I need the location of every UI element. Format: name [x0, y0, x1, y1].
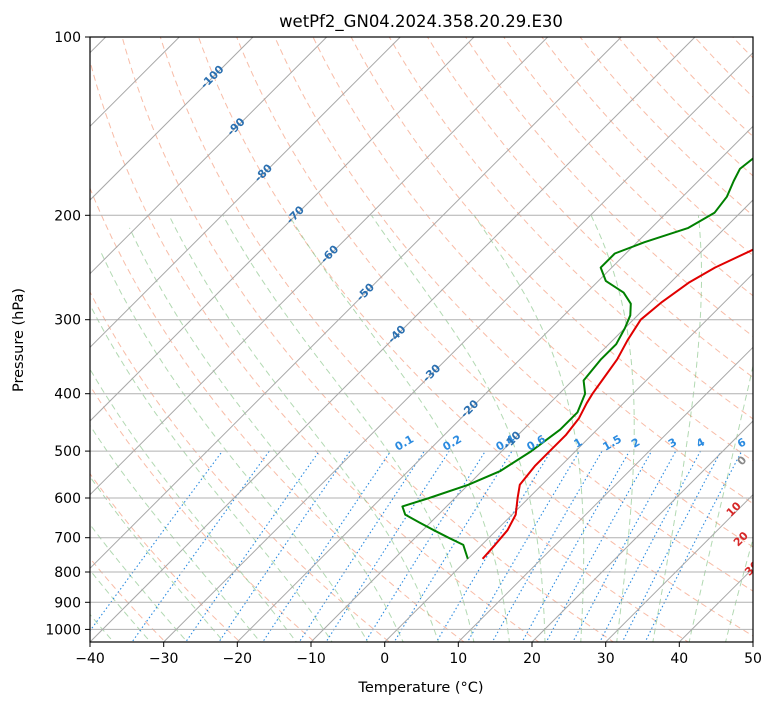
dry-adiabats	[90, 37, 753, 642]
mixing-ratio-line	[298, 450, 425, 642]
dry-adiabat	[197, 37, 753, 637]
mixing-ratio-lines	[90, 450, 743, 642]
temperature-profile-line	[481, 248, 753, 560]
x-axis-ticks: −40 −30 −20 −10 0 10 20 30 40 50	[75, 642, 762, 667]
isotherm-gridline	[90, 37, 401, 349]
x-axis-title: Temperature (°C)	[357, 680, 483, 696]
moist-adiabat	[90, 424, 261, 642]
dry-adiabat	[388, 37, 753, 420]
moist-adiabat	[129, 227, 404, 642]
mixing-ratio-line	[644, 450, 743, 642]
moist-adiabat	[288, 215, 510, 642]
dry-adiabat	[121, 37, 615, 642]
mixing-ratio-line	[218, 450, 351, 642]
x-tick-label: 50	[744, 651, 762, 667]
x-tick-label: 10	[449, 651, 467, 667]
isotherm-gridline	[384, 272, 753, 642]
chart-title: wetPf2_GN04.2024.358.20.29.E30	[279, 12, 563, 32]
dry-adiabat	[90, 186, 465, 642]
moist-adiabat	[222, 215, 475, 642]
y-axis-title: Pressure (hPa)	[11, 288, 27, 392]
isotherm-gridline	[310, 199, 753, 642]
x-tick-label: −10	[296, 651, 326, 667]
isotherm-gridline	[163, 51, 753, 642]
isotherm-gridline	[90, 37, 549, 496]
isotherm-gridline	[236, 125, 753, 642]
y-axis-ticks: 100 200 300 400 500 600 700 800 900 1000	[45, 30, 90, 638]
moist-adiabats	[90, 215, 753, 642]
moist-adiabat-label: 30	[742, 558, 762, 578]
isotherm-grid	[90, 37, 753, 642]
mixing-ratio-line	[131, 450, 270, 642]
profile-lines	[401, 157, 753, 560]
moist-adiabat	[590, 215, 635, 642]
mixing-ratio-line	[435, 450, 552, 642]
isotherm-gridline	[457, 346, 753, 642]
dry-adiabat	[503, 37, 753, 297]
dry-adiabat	[312, 37, 753, 505]
mixing-ratio-line	[262, 450, 392, 642]
moist-adiabat	[168, 215, 440, 642]
isotherm-gridline	[605, 493, 753, 642]
isotherm-gridline	[90, 37, 622, 570]
moist-adiabat	[90, 523, 188, 642]
moist-adiabat	[90, 303, 333, 642]
dry-adiabat	[90, 384, 316, 642]
moist-adiabat	[473, 215, 585, 642]
dry-adiabat	[541, 37, 753, 257]
mixing-ratio-line	[545, 450, 653, 642]
mixing-ratio-line	[491, 450, 603, 642]
x-tick-label: −40	[75, 651, 105, 667]
dry-adiabat	[426, 37, 753, 378]
y-tick-label: 200	[54, 208, 81, 224]
dry-adiabat	[90, 59, 540, 642]
isotherm-gridline	[90, 37, 328, 275]
y-tick-label: 700	[54, 531, 81, 547]
moist-adiabat	[100, 251, 369, 642]
dry-adiabat	[350, 37, 753, 462]
dry-adiabat	[579, 37, 753, 217]
isotherm-gridline	[90, 37, 254, 201]
mixing-ratio-line	[466, 450, 580, 642]
mixing-ratio-line	[325, 450, 450, 642]
x-tick-label: 40	[670, 651, 688, 667]
x-tick-label: 0	[380, 651, 389, 667]
plot-frame	[89, 36, 754, 643]
y-tick-label: 600	[54, 491, 81, 507]
y-tick-label: 500	[54, 444, 81, 460]
x-tick-label: −30	[149, 651, 179, 667]
dewpoint-profile-line	[401, 157, 753, 560]
x-tick-label: 30	[597, 651, 615, 667]
y-tick-label: 300	[54, 313, 81, 329]
moist-adiabat	[90, 368, 297, 642]
y-tick-label: 400	[54, 387, 81, 403]
y-tick-label: 1000	[45, 622, 81, 638]
isotherm-gridline	[90, 37, 696, 642]
x-tick-label: 20	[523, 651, 541, 667]
dry-adiabat	[617, 37, 753, 177]
dry-adiabat	[159, 37, 690, 642]
isotherm-gridline	[531, 420, 753, 642]
x-tick-label: −20	[223, 651, 253, 667]
isobar-grid	[90, 37, 753, 630]
y-tick-label: 800	[54, 565, 81, 581]
moist-adiabat	[90, 475, 225, 642]
isotherm-gridline	[90, 37, 475, 422]
y-tick-label: 100	[54, 30, 81, 46]
y-tick-label: 900	[54, 595, 81, 611]
mixing-ratio-line	[185, 450, 320, 642]
dry-adiabat	[236, 37, 753, 592]
